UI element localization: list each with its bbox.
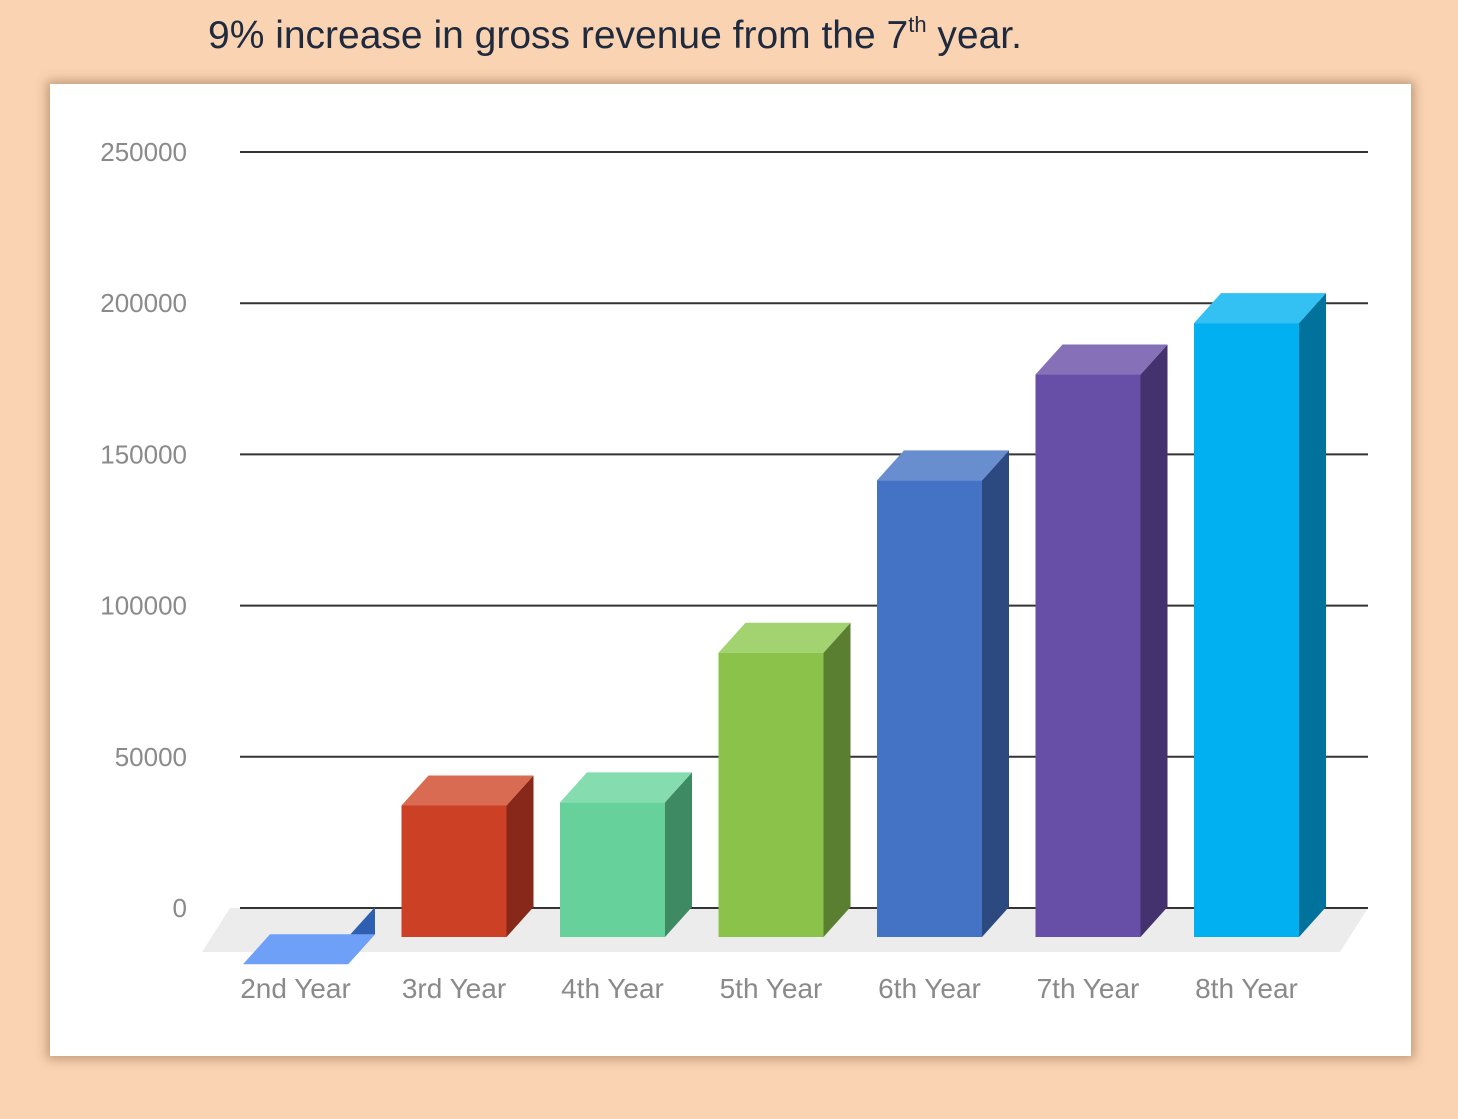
headline-superscript: th [908,12,927,37]
x-tick-label: 7th Year [1037,973,1140,1004]
x-tick-label: 3rd Year [402,973,506,1004]
bar-side [506,775,534,937]
slide-headline: 9% increase in gross revenue from the 7t… [208,12,1022,60]
y-tick-label: 0 [173,893,187,923]
bar [1035,374,1141,937]
bar-top [1194,293,1326,324]
x-tick-label: 4th Year [561,973,664,1004]
bar-top [401,775,534,806]
bar-top [1035,344,1168,375]
bar-side [823,622,851,937]
bar-side [1140,344,1168,937]
bar [401,805,507,937]
bar-top [243,934,375,965]
bar-side [1299,293,1326,937]
y-tick-label: 250000 [100,137,187,167]
x-tick-label: 5th Year [720,973,823,1004]
bar [718,652,824,937]
y-tick-label: 100000 [100,591,187,621]
y-tick-label: 50000 [115,742,187,772]
bar [877,480,982,937]
bar-top [560,772,692,803]
chart-card: 0 50000 100000 150000 200000 250000 2nd Year 3r… [50,84,1411,1056]
x-tick-label: 6th Year [878,973,981,1004]
y-tick-label: 150000 [100,439,187,469]
bar-side [982,450,1009,937]
x-tick-label: 8th Year [1195,973,1298,1004]
revenue-bar-chart: 0 50000 100000 150000 200000 250000 2nd Year 3r… [100,137,1368,1004]
headline-text: 9% increase in gross revenue from the 7 [208,14,909,57]
bar [1194,323,1299,937]
headline-tail: year. [926,14,1022,57]
bar-top [877,450,1009,481]
bar-top [718,622,851,653]
y-tick-label: 200000 [100,288,187,318]
bar [560,802,665,937]
bar-side [665,772,692,937]
x-tick-label: 2nd Year [240,973,351,1004]
